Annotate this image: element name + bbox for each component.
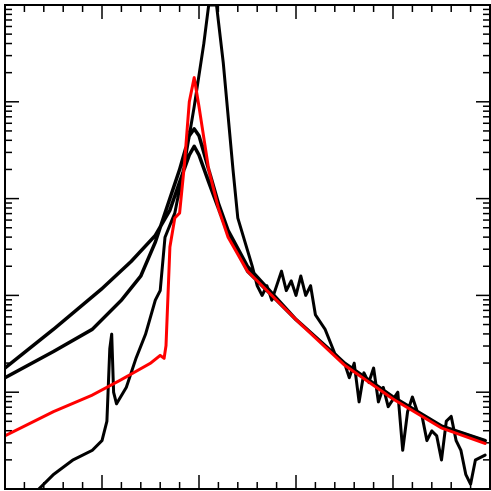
red-series-line — [5, 76, 487, 445]
plot-frame — [4, 4, 491, 490]
black-series-line-3 — [37, 5, 487, 489]
axis-ticks — [4, 5, 491, 490]
series-layer — [5, 5, 487, 489]
